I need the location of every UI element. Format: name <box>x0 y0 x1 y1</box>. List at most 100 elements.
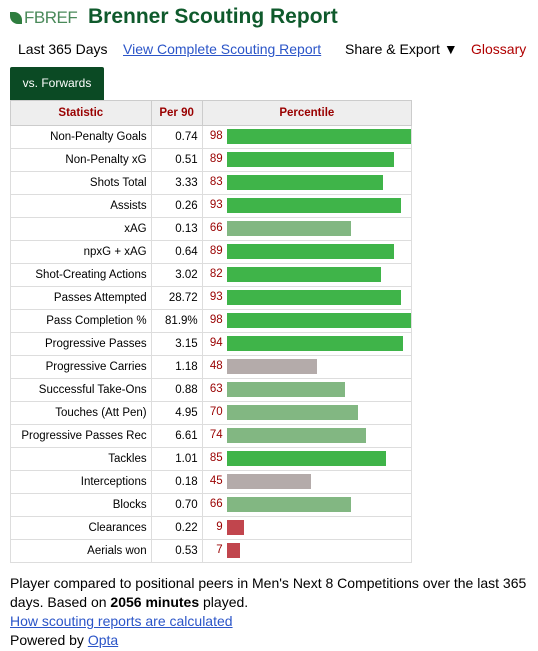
footer-text: Player compared to positional peers in M… <box>10 575 527 610</box>
percentile-bar <box>226 198 402 213</box>
row: Non-Penalty Goals 0.74 98 <box>10 125 413 149</box>
percentile-cell: 93 <box>201 194 413 218</box>
row: Blocks 0.70 66 <box>10 493 413 517</box>
percentile-cell: 48 <box>201 355 413 379</box>
percentile: 82 <box>209 268 223 280</box>
per-90: 0.13 <box>150 217 203 241</box>
percentile-bar <box>226 451 387 466</box>
per-90: 0.51 <box>150 148 203 172</box>
percentile: 89 <box>209 245 223 257</box>
statistic: Progressive Carries <box>10 355 152 379</box>
percentile-cell: 45 <box>201 470 413 494</box>
statistic: Clearances <box>10 516 152 540</box>
scouting-table: Statistic Per 90 Percentile Non-Penalty Goa… <box>10 100 413 563</box>
percentile: 70 <box>209 406 223 418</box>
percentile-bar <box>226 290 402 305</box>
row-group: Non-Penalty Goals 0.74 98 Non-Penalty xG 0.5… <box>10 125 413 287</box>
row: Shot-Creating Actions 3.02 82 <box>10 263 413 287</box>
logo-text[interactable]: FBREF <box>24 8 78 27</box>
percentile-cell: 85 <box>201 447 413 471</box>
row: npxG + xAG 0.64 89 <box>10 240 413 264</box>
percentile-cell: 98 <box>201 309 413 333</box>
per-90: 0.22 <box>150 516 203 540</box>
percentile-cell: 70 <box>201 401 413 425</box>
column-header: Percentile <box>201 100 413 126</box>
row-group: Passes Attempted 28.72 93 Pass Completion %… <box>10 286 413 448</box>
tab[interactable]: vs. Forwards <box>10 67 104 100</box>
row: Non-Penalty xG 0.51 89 <box>10 148 413 172</box>
per-90: 0.88 <box>150 378 203 402</box>
percentile-cell: 9 <box>201 516 413 540</box>
percentile: 74 <box>209 429 223 441</box>
percentile-cell: 98 <box>201 125 413 149</box>
percentile-bar <box>226 221 351 236</box>
percentile: 94 <box>209 337 223 349</box>
percentile-bar <box>226 520 244 535</box>
percentile-cell: 89 <box>201 240 413 264</box>
statistic: Non-Penalty xG <box>10 148 152 172</box>
percentile: 66 <box>209 498 223 510</box>
logo[interactable]: FBREF <box>10 8 78 28</box>
percentile: 48 <box>209 360 223 372</box>
percentile-cell: 63 <box>201 378 413 402</box>
footer-text: played. <box>203 594 249 610</box>
link[interactable]: Opta <box>87 632 119 648</box>
per-90: 1.01 <box>150 447 203 471</box>
nav-item[interactable]: Last 365 Days <box>18 41 108 57</box>
percentile: 9 <box>216 521 223 533</box>
percentile: 63 <box>209 383 223 395</box>
row: Tackles 1.01 85 <box>10 447 413 471</box>
statistic: Shots Total <box>10 171 152 195</box>
percentile: 89 <box>209 153 223 165</box>
per-90: 0.18 <box>150 470 203 494</box>
percentile-bar <box>226 474 312 489</box>
page-title: Brenner Scouting Report <box>88 5 338 28</box>
percentile-cell: 94 <box>201 332 413 356</box>
row: Progressive Passes 3.15 94 <box>10 332 413 356</box>
statistic: Non-Penalty Goals <box>10 125 152 149</box>
statistic: Progressive Passes <box>10 332 152 356</box>
percentile: 93 <box>209 199 223 211</box>
statistic: xAG <box>10 217 152 241</box>
header-row: Statistic Per 90 Percentile <box>10 100 413 126</box>
percentile-bar <box>226 175 383 190</box>
percentile-bar <box>226 267 381 282</box>
minutes: 2056 minutes <box>110 594 200 610</box>
row-group: Tackles 1.01 85 Interceptions 0.18 45 Blocks 0.… <box>10 447 413 563</box>
percentile: 66 <box>209 222 223 234</box>
per-90: 0.74 <box>150 125 203 149</box>
per-90: 0.26 <box>150 194 203 218</box>
percentile-cell: 89 <box>201 148 413 172</box>
statistic: Passes Attempted <box>10 286 152 310</box>
percentile-bar <box>226 336 404 351</box>
statistic: Aerials won <box>10 539 152 563</box>
percentile: 85 <box>209 452 223 464</box>
statistic: Pass Completion % <box>10 309 152 333</box>
per-90: 3.33 <box>150 171 203 195</box>
percentile-cell: 82 <box>201 263 413 287</box>
per-90: 4.95 <box>150 401 203 425</box>
row: Touches (Att Pen) 4.95 70 <box>10 401 413 425</box>
row: Passes Attempted 28.72 93 <box>10 286 413 310</box>
statistic: Tackles <box>10 447 152 471</box>
statistic: Successful Take-Ons <box>10 378 152 402</box>
per-90: 0.70 <box>150 493 203 517</box>
row: xAG 0.13 66 <box>10 217 413 241</box>
percentile-bar <box>226 359 317 374</box>
statistic: Progressive Passes Rec <box>10 424 152 448</box>
percentile: 93 <box>209 291 223 303</box>
nav-item[interactable]: Glossary <box>471 41 527 57</box>
statistic: Touches (Att Pen) <box>10 401 152 425</box>
nav-link[interactable]: View Complete Scouting Report <box>123 41 322 57</box>
nav-dropdown[interactable]: Share & Export ▼ <box>345 41 458 57</box>
row: Interceptions 0.18 45 <box>10 470 413 494</box>
percentile: 98 <box>209 130 223 142</box>
percentile-bar <box>226 129 411 144</box>
percentile-cell: 66 <box>201 493 413 517</box>
percentile-bar <box>226 405 359 420</box>
percentile: 45 <box>209 475 223 487</box>
link[interactable]: How scouting reports are calculated <box>10 613 233 629</box>
percentile-bar <box>226 543 240 558</box>
column-header: Statistic <box>10 100 152 126</box>
